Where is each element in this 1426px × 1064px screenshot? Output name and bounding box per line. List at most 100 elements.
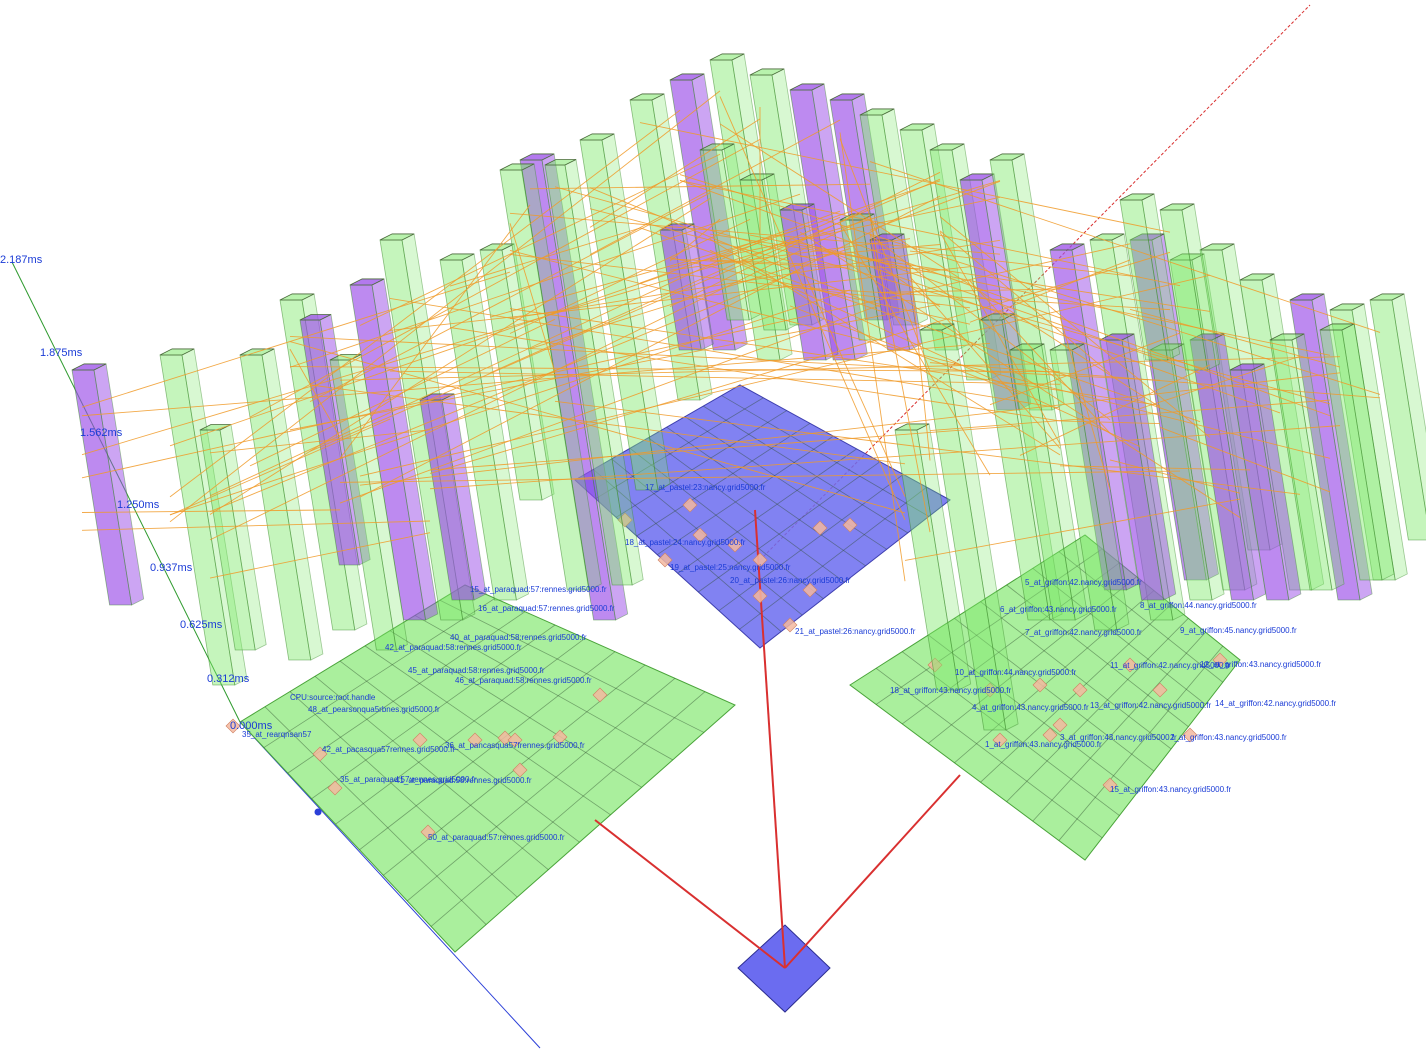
node-label[interactable]: 3_at_griffon:43.nancy.grid5000.fr — [1060, 733, 1177, 742]
node-label[interactable]: 6_at_griffon:43.nancy.grid5000.fr — [1000, 605, 1117, 614]
communication-edge — [289, 193, 801, 368]
node-label[interactable]: 50_at_paraquad:57:rennes.grid5000.fr — [428, 833, 565, 842]
plate-grid-line — [263, 597, 496, 748]
node-label[interactable]: 14_at_griffon:42.nancy.grid5000.fr — [1215, 699, 1336, 708]
communication-edge — [509, 212, 1001, 255]
node-label[interactable]: 2_at_griffon:43.nancy.grid5000.fr — [1170, 733, 1287, 742]
node-marker — [1122, 657, 1138, 673]
node-label[interactable]: 13_at_griffon:42.nancy.grid5000.fr — [1090, 701, 1211, 710]
node-label[interactable]: 46_at_paraquad:58:rennes.grid5000.fr — [455, 676, 592, 685]
communication-edge — [904, 498, 1241, 561]
node-label[interactable]: 41_at_paraquad:58:rennes.grid5000.fr — [395, 776, 532, 785]
node-label[interactable]: 19_at_pastel:25:nancy.grid5000.fr — [670, 563, 791, 572]
column-cap — [899, 123, 935, 131]
column-cap — [829, 93, 865, 101]
node-marker — [1032, 677, 1048, 693]
node-label[interactable]: 42_at_paraquad:58:rennes.grid5000.fr — [385, 643, 522, 652]
node-label[interactable]: 21_at_pastel:26:nancy.grid5000.fr — [795, 627, 916, 636]
node-label[interactable]: CPU:source:root.handle — [290, 693, 376, 702]
column-cap — [1199, 243, 1235, 251]
column-cap — [419, 393, 455, 401]
node-label[interactable]: 12_at_griffon:43.nancy.grid5000.fr — [1200, 660, 1321, 669]
plate-grid-line — [1058, 645, 1224, 841]
node-label[interactable]: 45_at_paraquad:58:rennes.grid5000.fr — [408, 666, 545, 675]
plate-grid-line — [718, 474, 904, 611]
column-cap — [739, 173, 775, 181]
node-label[interactable]: 15_at_paraquad:57:rennes.grid5000.fr — [470, 585, 607, 594]
node-label[interactable]: 35_at_paraquad:57:rennes.grid5000.fr — [340, 775, 477, 784]
node-marker — [592, 687, 608, 703]
node-marker — [927, 657, 943, 673]
plate-grid-line — [928, 634, 1137, 794]
communication-edge — [359, 274, 1211, 477]
communication-edge — [209, 241, 761, 497]
communication-edge — [879, 288, 1061, 293]
node-label[interactable]: 40_at_paraquad:58:rennes.grid5000.fr — [450, 633, 587, 642]
axis-tick-label: 0.312ms — [207, 673, 250, 685]
node-label[interactable]: 18_at_griffon:43.nancy.grid5000.fr — [890, 686, 1011, 695]
communication-edge — [929, 362, 1381, 399]
communication-edge — [1019, 364, 1211, 456]
node-label[interactable]: 5_at_griffon:42.nancy.grid5000.fr — [1025, 578, 1142, 587]
communication-edge — [389, 370, 1061, 385]
tree-link-rennes — [594, 819, 786, 969]
node-marker — [512, 762, 528, 778]
communication-edge — [289, 335, 1161, 381]
communication-edge — [489, 231, 791, 318]
cluster-plate-nancy[interactable] — [849, 534, 1241, 861]
node-column-busy — [71, 363, 145, 606]
cluster-plate-center[interactable] — [574, 384, 951, 649]
tree-links — [594, 509, 961, 969]
column-cap — [1369, 293, 1405, 301]
node-label[interactable]: 16_at_paraquad:57:rennes.grid5000.fr — [478, 604, 615, 613]
node-label[interactable]: 15_at_griffon:43.nancy.grid5000.fr — [1110, 785, 1231, 794]
node-label[interactable]: 48_at_pearsonqua5rbnes.grid5000.fr — [308, 705, 440, 714]
plate-grid-line — [666, 426, 866, 567]
node-label[interactable]: 35_at_rearqnsan57 — [242, 730, 312, 739]
node-marker — [692, 527, 708, 543]
plate-grid-line — [406, 678, 676, 902]
root-node-plate[interactable] — [737, 924, 831, 1013]
node-marker — [842, 517, 858, 533]
node-label[interactable]: 18_at_pastel:24:nancy.grid5000.fr — [625, 538, 746, 547]
node-label[interactable]: 36_at_pancasqua57frennes.grid5000.fr — [445, 741, 585, 750]
communication-edge — [309, 384, 906, 465]
node-label[interactable]: 42_at_pacasqua57rennes.grid5000.fr — [322, 745, 455, 754]
node-label[interactable]: 7_at_griffon:42.nancy.grid5000.fr — [1025, 628, 1142, 637]
plate-grid-line — [875, 668, 1103, 839]
communication-edge — [509, 239, 1001, 319]
node-label[interactable]: 11_at_griffon:42.nancy.grid5000.fr — [1110, 661, 1231, 670]
column-cap — [379, 233, 415, 241]
node-label[interactable]: 8_at_griffon:44.nancy.grid5000.fr — [1140, 601, 1257, 610]
communication-edge — [209, 532, 431, 579]
communication-edge — [81, 271, 511, 408]
node-label[interactable]: 9_at_griffon:45.nancy.grid5000.fr — [1180, 626, 1297, 635]
node-marker — [412, 732, 428, 748]
communication-edge — [169, 289, 851, 516]
node-label[interactable]: 4_at_griffon:43.nancy.grid5000.fr — [972, 703, 1089, 712]
communication-edge — [869, 180, 1001, 231]
column-cap — [859, 108, 895, 116]
communication-edge — [719, 123, 1161, 408]
communication-edge — [1059, 465, 1251, 471]
node-column — [1329, 303, 1408, 581]
base-axis — [239, 721, 541, 1049]
node-column — [479, 243, 555, 501]
communication-edge — [839, 138, 931, 372]
cluster-plate-rennes[interactable] — [239, 584, 736, 953]
plate-grid-line — [593, 469, 782, 632]
communication-edge — [81, 509, 341, 513]
column-cap — [479, 243, 515, 251]
communication-edge — [389, 297, 1061, 409]
axis-marker — [314, 808, 322, 816]
column-cap — [1229, 363, 1265, 371]
node-label[interactable]: 1_at_griffon:43.nancy.grid5000.fr — [985, 740, 1102, 749]
node-label[interactable]: 17_at_pastel:23:nancy.grid5000.fr — [645, 483, 766, 492]
node-label[interactable]: 20_at_pastel:26:nancy.grid5000.fr — [730, 576, 851, 585]
plate-grid-line — [980, 601, 1172, 750]
axis-tick-label: 2.187ms — [0, 254, 43, 266]
node-label[interactable]: 10_at_griffon:44.nancy.grid5000.fr — [955, 668, 1076, 677]
node-marker — [467, 732, 483, 748]
communication-edge — [1159, 426, 1331, 493]
